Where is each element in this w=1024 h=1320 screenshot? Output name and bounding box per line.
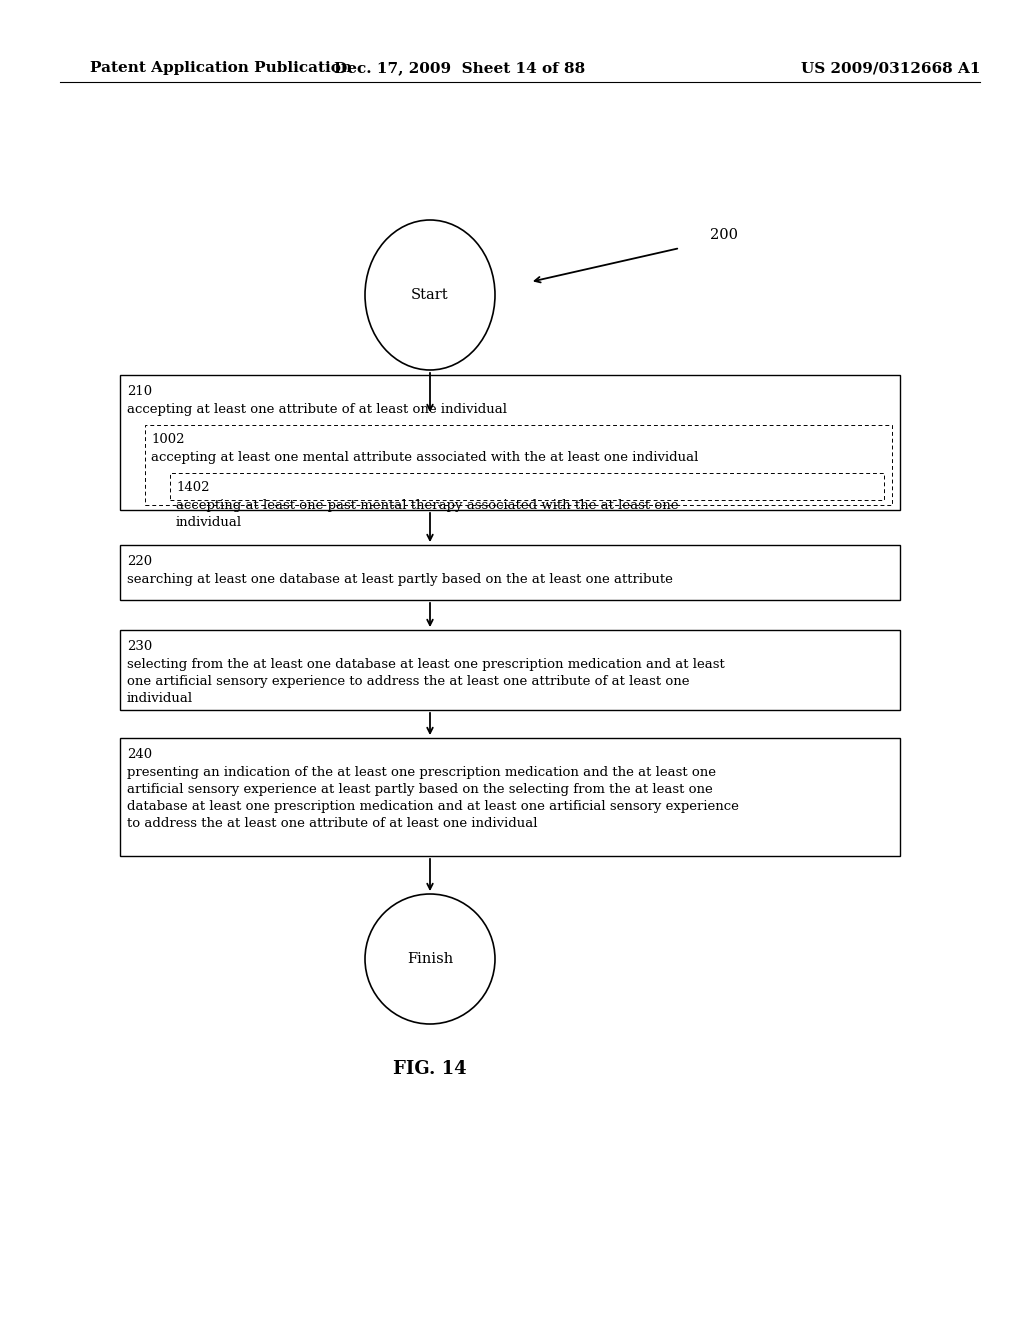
- Text: Patent Application Publication: Patent Application Publication: [90, 61, 352, 75]
- Text: searching at least one database at least partly based on the at least one attrib: searching at least one database at least…: [127, 573, 673, 586]
- Text: Start: Start: [412, 288, 449, 302]
- Text: selecting from the at least one database at least one prescription medication an: selecting from the at least one database…: [127, 657, 725, 705]
- Text: 1402: 1402: [176, 480, 210, 494]
- Text: accepting at least one attribute of at least one individual: accepting at least one attribute of at l…: [127, 403, 507, 416]
- Text: accepting at least one mental attribute associated with the at least one individ: accepting at least one mental attribute …: [151, 451, 698, 465]
- Ellipse shape: [365, 220, 495, 370]
- Bar: [120, 738, 900, 855]
- Text: 240: 240: [127, 748, 153, 762]
- Text: accepting at least one past mental therapy associated with the at least one
indi: accepting at least one past mental thera…: [176, 499, 679, 529]
- Text: presenting an indication of the at least one prescription medication and the at : presenting an indication of the at least…: [127, 766, 739, 830]
- Ellipse shape: [365, 894, 495, 1024]
- Text: 210: 210: [127, 385, 153, 399]
- Bar: [120, 630, 900, 710]
- Bar: [120, 545, 900, 601]
- Bar: [120, 375, 900, 510]
- Text: US 2009/0312668 A1: US 2009/0312668 A1: [801, 61, 980, 75]
- Bar: [170, 473, 884, 500]
- Text: 230: 230: [127, 640, 153, 653]
- Text: 1002: 1002: [151, 433, 184, 446]
- Bar: [145, 425, 892, 506]
- Text: Dec. 17, 2009  Sheet 14 of 88: Dec. 17, 2009 Sheet 14 of 88: [335, 61, 586, 75]
- Text: FIG. 14: FIG. 14: [393, 1060, 467, 1078]
- Text: 200: 200: [710, 228, 738, 242]
- Text: Finish: Finish: [407, 952, 454, 966]
- Text: 220: 220: [127, 554, 153, 568]
